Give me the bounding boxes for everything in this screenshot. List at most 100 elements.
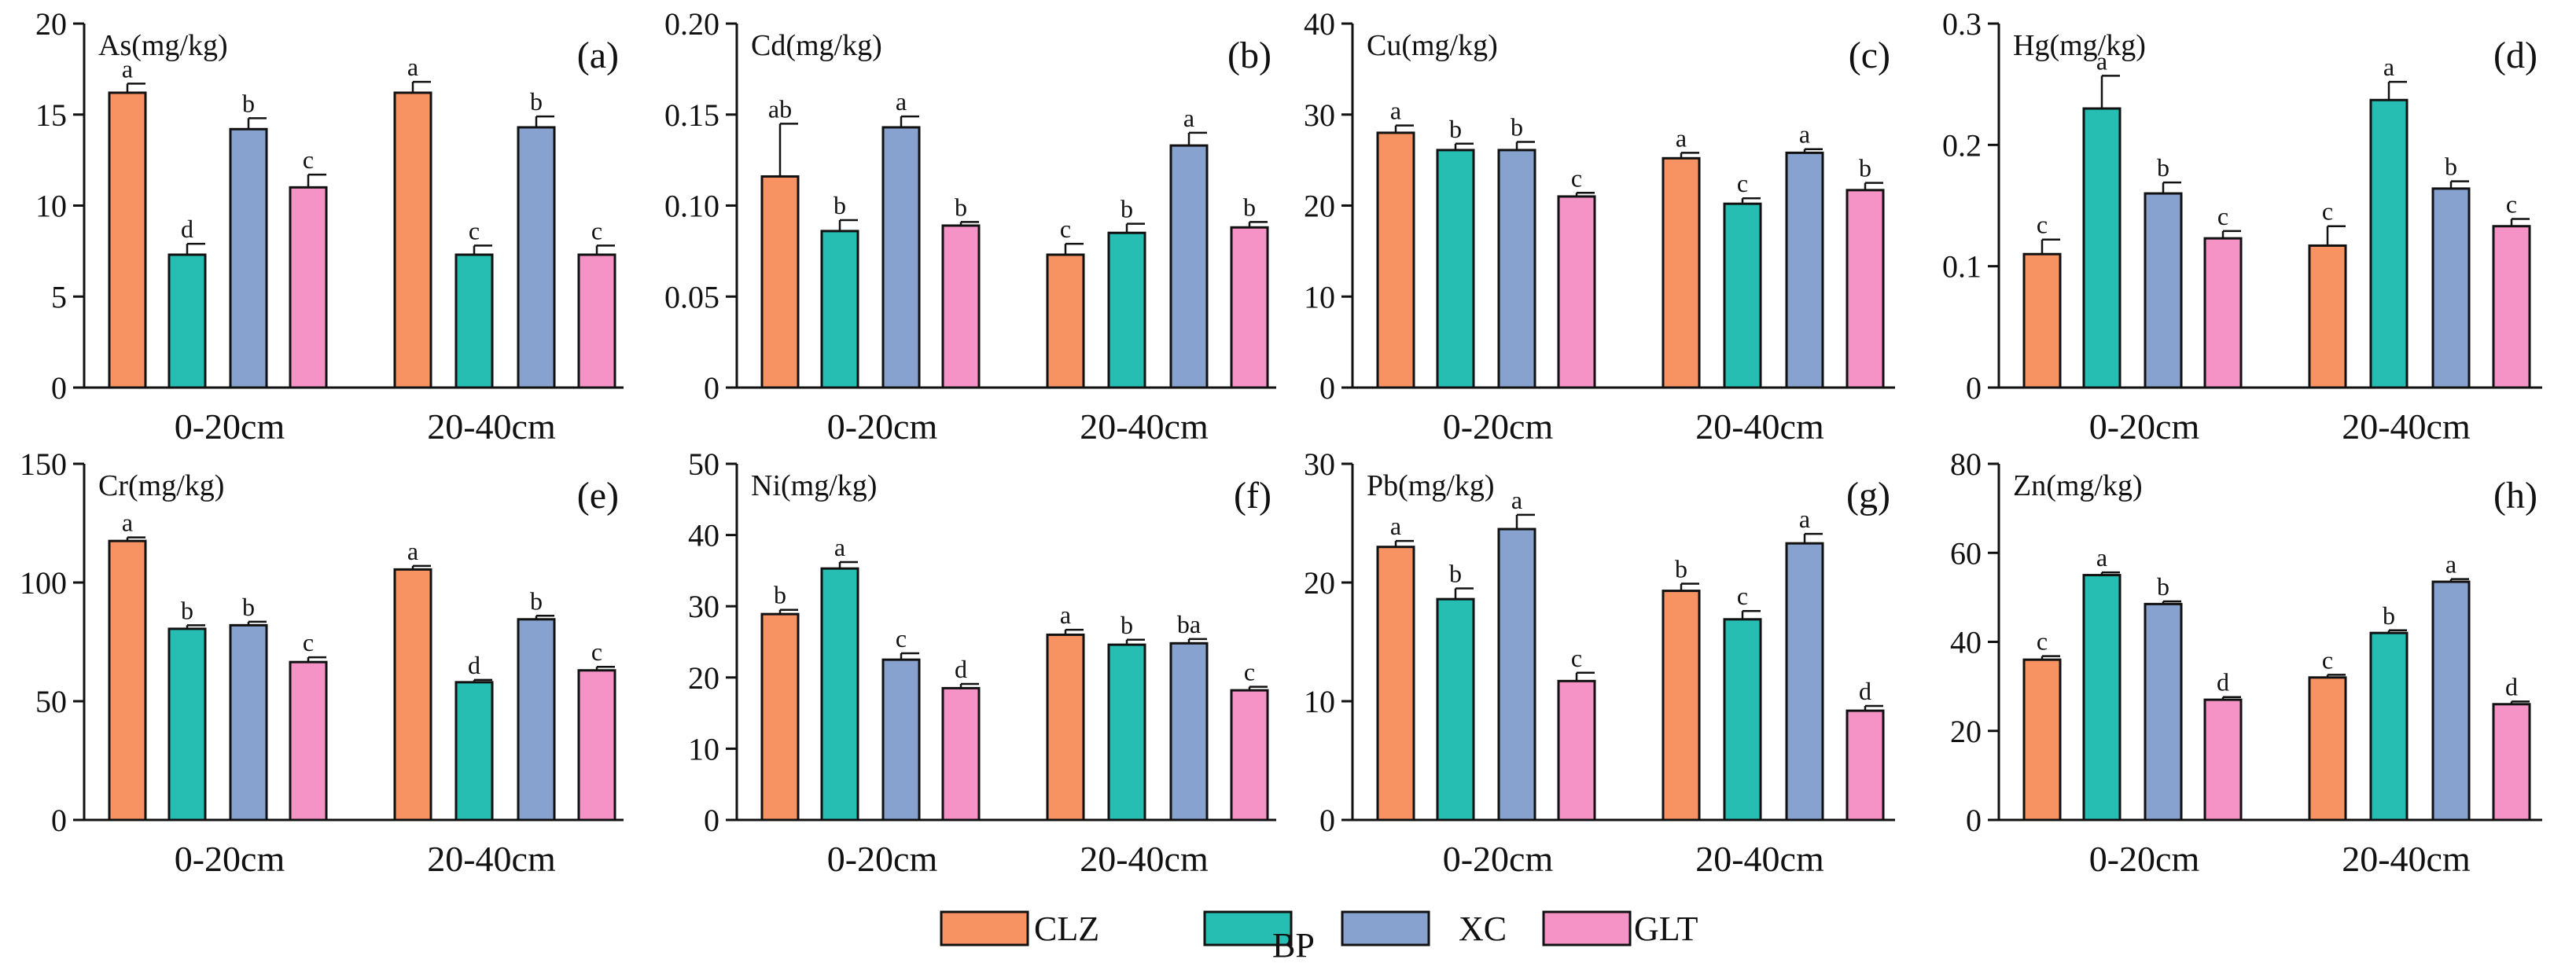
significance-letter-glt-20-40cm: c [1244, 658, 1255, 686]
significance-letter-glt-20-40cm: c [591, 216, 602, 244]
bar-bp-20-40cm [454, 681, 494, 821]
bar-xc-20-40cm [517, 618, 556, 821]
y-tick-label: 10 [1304, 279, 1335, 314]
significance-letter-clz-20-40cm: c [2322, 645, 2333, 674]
significance-letter-glt-0-20cm: c [303, 145, 314, 174]
significance-letter-xc-20-40cm: a [2445, 550, 2456, 579]
significance-letter-glt-0-20cm: d [955, 655, 967, 683]
x-category-label: 0-20cm [2089, 406, 2200, 447]
bar-glt-20-40cm [2492, 225, 2531, 389]
significance-letter-xc-0-20cm: a [1511, 486, 1522, 514]
panel-label: (c) [1849, 35, 1890, 76]
y-tick-label: 50 [688, 447, 719, 482]
significance-letter-glt-20-40cm: c [591, 638, 602, 666]
bar-glt-20-40cm [1846, 709, 1885, 821]
bar-clz-20-40cm [2308, 244, 2347, 389]
x-category-label: 0-20cm [827, 839, 938, 879]
bar-glt-20-40cm [577, 669, 616, 821]
y-tick-label: 0 [1966, 803, 1982, 838]
y-tick-label: 0.10 [664, 189, 719, 224]
x-category-label: 20-40cm [427, 839, 556, 879]
bar-xc-20-40cm [1785, 151, 1824, 389]
significance-letter-glt-20-40cm: b [1859, 154, 1871, 182]
bar-bp-0-20cm [1436, 597, 1475, 821]
y-tick-label: 40 [1950, 625, 1982, 660]
x-category-label: 20-40cm [1080, 406, 1209, 447]
bar-clz-0-20cm [2022, 658, 2062, 821]
y-tick-label: 30 [688, 589, 719, 624]
bar-clz-20-40cm [2308, 676, 2347, 821]
significance-letter-bp-20-40cm: d [468, 651, 480, 679]
y-tick-label: 0 [1966, 370, 1982, 406]
bar-glt-0-20cm [289, 186, 328, 389]
significance-letter-xc-20-40cm: ba [1177, 610, 1201, 638]
y-tick-label: 0.1 [1942, 249, 1982, 285]
y-tick-label: 150 [20, 447, 67, 482]
x-category-label: 0-20cm [175, 839, 285, 879]
y-tick-label: 20 [35, 6, 67, 42]
significance-letter-bp-0-20cm: a [834, 533, 845, 561]
bar-clz-20-40cm [1046, 253, 1085, 389]
significance-letter-bp-20-40cm: c [469, 216, 480, 244]
significance-letter-glt-20-40cm: d [1859, 677, 1871, 705]
bar-xc-20-40cm [1785, 542, 1824, 821]
significance-letter-xc-20-40cm: b [2445, 153, 2457, 181]
panel-label: (h) [2493, 475, 2537, 516]
legend-label-xc: XC [1459, 910, 1507, 948]
significance-letter-xc-0-20cm: b [242, 89, 255, 117]
panel-title: Cu(mg/kg) [1367, 29, 1498, 62]
bar-glt-0-20cm [289, 660, 328, 821]
bar-clz-0-20cm [2022, 252, 2062, 389]
significance-letter-clz-20-40cm: a [407, 537, 418, 565]
bar-clz-0-20cm [1376, 131, 1415, 389]
bar-xc-0-20cm [1497, 149, 1536, 389]
significance-letter-glt-0-20cm: c [2217, 202, 2228, 230]
bar-glt-0-20cm [2203, 237, 2243, 389]
y-tick-label: 40 [1304, 6, 1335, 42]
significance-letter-xc-0-20cm: b [1511, 112, 1523, 141]
y-tick-label: 20 [1304, 189, 1335, 224]
panel-title: Cd(mg/kg) [751, 29, 882, 62]
bar-xc-0-20cm [2144, 192, 2183, 389]
chart-panel-1: a a d c b b c c 0 5 10 15 20 0-20cm 20-40cm As(mg/kg) (a… [35, 6, 624, 447]
y-tick-label: 20 [688, 660, 719, 696]
significance-letter-xc-20-40cm: a [1799, 505, 1810, 533]
bar-clz-20-40cm [1662, 590, 1701, 821]
bar-bp-20-40cm [1723, 202, 1762, 389]
y-tick-label: 40 [688, 518, 719, 553]
bar-xc-20-40cm [1169, 144, 1209, 389]
x-category-label: 20-40cm [1080, 839, 1209, 879]
x-category-label: 0-20cm [175, 406, 285, 447]
significance-letter-xc-20-40cm: b [530, 586, 543, 615]
bar-xc-20-40cm [2431, 580, 2471, 821]
bar-bp-20-40cm [2369, 631, 2409, 821]
bar-clz-0-20cm [108, 91, 147, 389]
significance-letter-clz-20-40cm: a [407, 53, 418, 81]
bar-clz-0-20cm [760, 175, 800, 389]
bar-xc-20-40cm [2431, 187, 2471, 389]
significance-letter-bp-20-40cm: b [1121, 611, 1133, 639]
bar-xc-0-20cm [229, 623, 268, 821]
y-tick-label: 10 [1304, 684, 1335, 719]
legend: CLZ BP XC GLT [940, 910, 1698, 963]
significance-letter-clz-20-40cm: c [2322, 197, 2333, 226]
bar-bp-0-20cm [167, 253, 207, 389]
significance-letter-glt-0-20cm: d [2217, 668, 2229, 697]
bar-xc-0-20cm [881, 658, 921, 821]
significance-letter-bp-0-20cm: b [181, 596, 193, 624]
bar-glt-0-20cm [1557, 195, 1596, 389]
x-category-label: 0-20cm [2089, 839, 2200, 879]
bar-bp-20-40cm [1107, 643, 1146, 821]
panel-title: Zn(mg/kg) [2013, 469, 2143, 502]
x-category-label: 20-40cm [1695, 406, 1824, 447]
significance-letter-bp-0-20cm: a [2096, 46, 2107, 75]
significance-letter-clz-20-40cm: a [1676, 123, 1687, 152]
significance-letter-xc-0-20cm: b [242, 593, 255, 621]
bar-xc-20-40cm [1169, 641, 1209, 821]
bar-xc-0-20cm [1497, 527, 1536, 821]
bar-xc-0-20cm [881, 126, 921, 389]
legend-swatch-xc [1341, 910, 1430, 946]
significance-letter-glt-20-40cm: d [2505, 672, 2518, 700]
legend-label-clz: CLZ [1034, 910, 1099, 948]
